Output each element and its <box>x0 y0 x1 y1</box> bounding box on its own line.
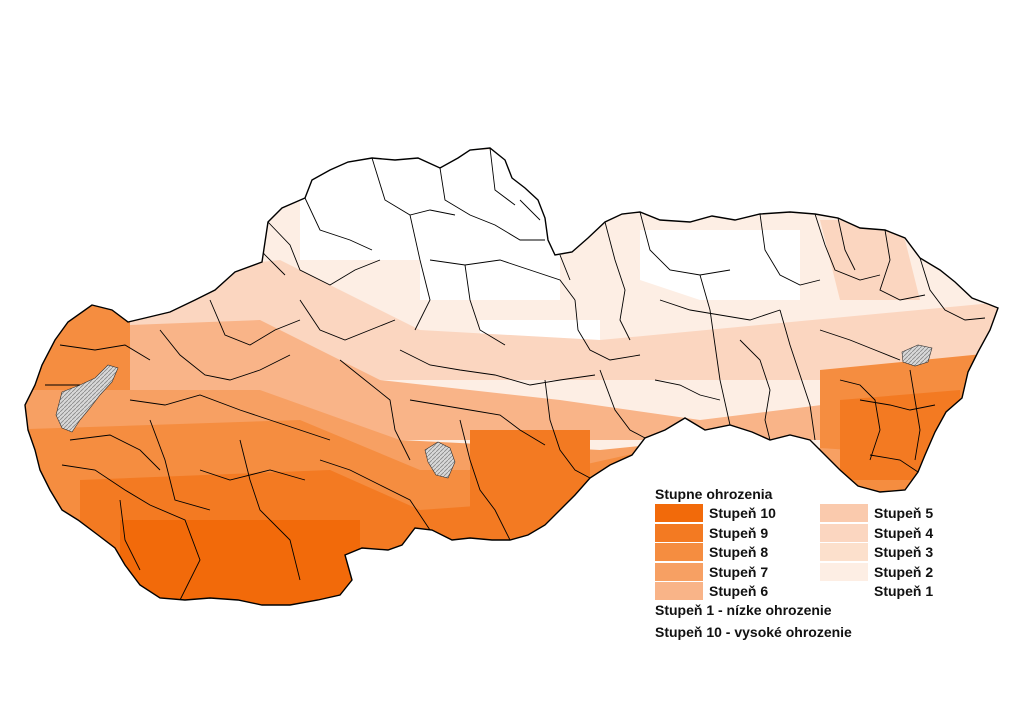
legend-swatch <box>820 562 868 581</box>
legend-swatch <box>655 543 703 561</box>
choropleth-region <box>640 230 800 300</box>
legend-item: Stupeň 2 <box>820 562 934 581</box>
choropleth-region <box>120 520 360 605</box>
legend-note-high: Stupeň 10 - vysoké ohrozenie <box>655 624 852 640</box>
legend-note-low: Stupeň 1 - nízke ohrozenie <box>655 602 832 618</box>
legend-label: Stupeň 4 <box>874 524 934 541</box>
legend-label: Stupeň 3 <box>874 544 934 560</box>
choropleth-region <box>470 430 590 520</box>
legend-title: Stupne ohrozenia <box>655 486 773 502</box>
legend-item: Stupeň 10 <box>655 504 776 522</box>
no-data-areas <box>55 344 933 479</box>
district-boundaries <box>45 148 986 601</box>
legend-item: Stupeň 8 <box>655 543 768 561</box>
legend-item: Stupeň 6 <box>655 582 768 600</box>
country-outline <box>24 147 999 606</box>
legend-label: Stupeň 1 <box>874 583 934 599</box>
legend-item: Stupeň 1 <box>820 582 933 600</box>
legend-item: Stupeň 4 <box>820 523 934 542</box>
legend-label: Stupeň 7 <box>709 563 769 580</box>
choropleth-region <box>820 220 920 300</box>
legend-swatch <box>655 582 703 600</box>
choropleth-region <box>840 390 960 480</box>
legend-swatch <box>820 523 868 542</box>
legend-swatch <box>655 562 703 581</box>
legend-label: Stupeň 6 <box>709 583 769 599</box>
legend-item: Stupeň 3 <box>820 543 933 561</box>
legend-label: Stupeň 10 <box>709 505 776 521</box>
legend-swatch <box>655 504 703 522</box>
legend-item: Stupeň 9 <box>655 523 769 542</box>
legend-item: Stupeň 7 <box>655 562 769 581</box>
legend-swatch <box>820 504 868 522</box>
legend-label: Stupeň 8 <box>709 544 769 560</box>
legend-label: Stupeň 2 <box>874 563 934 580</box>
legend-item: Stupeň 5 <box>820 504 933 522</box>
legend-swatch <box>820 582 868 600</box>
legend-swatch <box>820 543 868 561</box>
legend-label: Stupeň 5 <box>874 505 934 521</box>
legend-swatch <box>655 523 703 542</box>
legend-label: Stupeň 9 <box>709 524 769 541</box>
